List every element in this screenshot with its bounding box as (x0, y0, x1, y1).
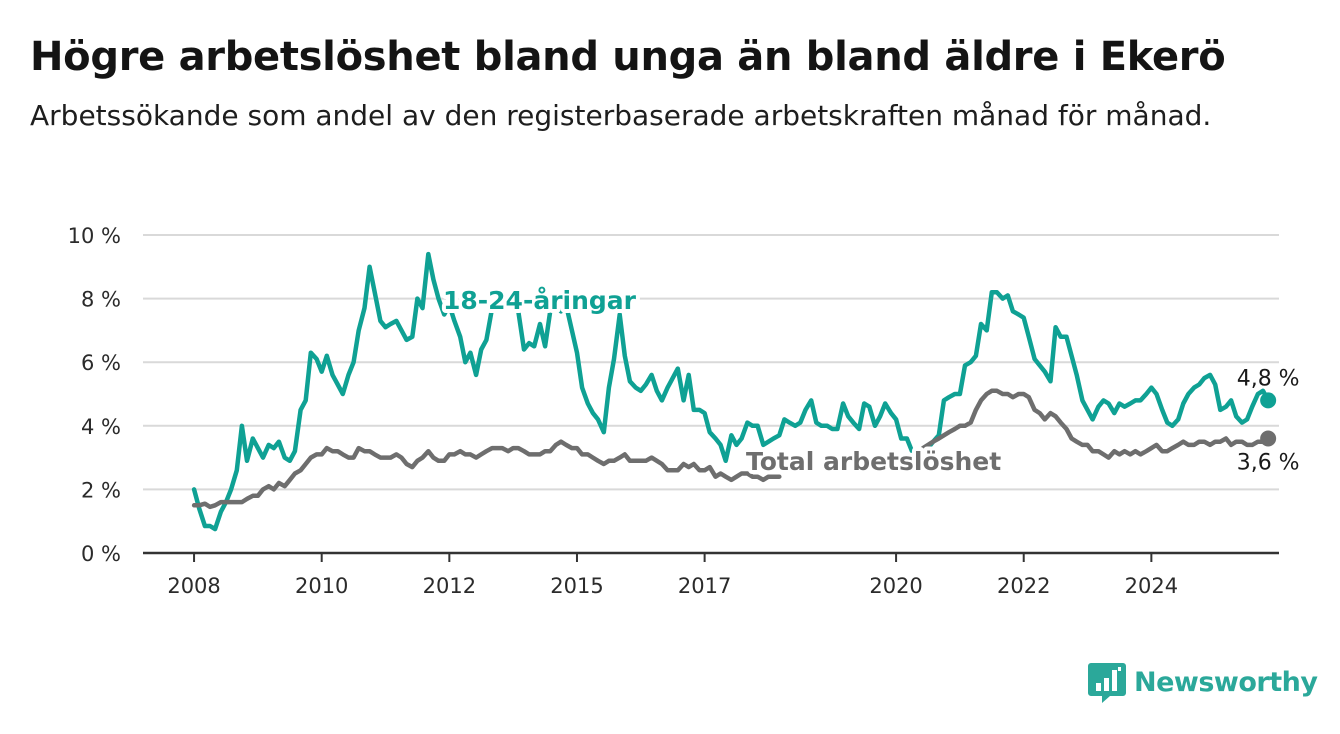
gridlines (143, 234, 1279, 491)
youth-series-label: 18-24-åringar (443, 286, 637, 315)
brand-logo: Newsworthy (1088, 660, 1318, 704)
x-axis-ticks: 2008 2010 2012 2015 2017 2020 2022 2024 (167, 553, 1178, 598)
y-tick-label: 0 % (81, 542, 121, 566)
x-tick-label: 2017 (678, 574, 731, 598)
y-tick-label: 8 % (81, 288, 121, 312)
x-tick-label: 2008 (167, 574, 220, 598)
x-tick-label: 2024 (1125, 574, 1178, 598)
x-tick-label: 2010 (295, 574, 348, 598)
y-axis-ticks: 0 % 2 % 4 % 6 % 8 % 10 % (68, 224, 121, 566)
y-tick-label: 4 % (81, 415, 121, 439)
youth-end-value-label: 4,8 % (1237, 366, 1300, 391)
brand-name: Newsworthy (1134, 666, 1318, 698)
y-tick-label: 10 % (68, 224, 121, 248)
chart-subtitle: Arbetssökande som andel av den registerb… (30, 99, 1212, 132)
newsworthy-logo-icon (1088, 663, 1126, 703)
x-tick-label: 2012 (423, 574, 476, 598)
total-end-value-label: 3,6 % (1237, 451, 1300, 476)
x-tick-label: 2022 (997, 574, 1050, 598)
youth-end-marker (1260, 392, 1277, 409)
total-end-marker (1260, 430, 1277, 447)
total-series-line (920, 388, 1271, 460)
chart-title: Högre arbetslöshet bland unga än bland ä… (30, 34, 1226, 80)
series-labels: 4,8 % 3,6 % 18-24-åringar Total arbetslöshe… (439, 282, 1300, 480)
series-lines (191, 251, 1277, 532)
y-tick-label: 2 % (81, 478, 121, 502)
y-tick-label: 6 % (81, 351, 121, 375)
x-tick-label: 2015 (550, 574, 603, 598)
total-series-label: Total arbetslöshet (746, 447, 1001, 476)
x-tick-label: 2020 (869, 574, 922, 598)
total-series-line (191, 439, 782, 510)
youth-series-line (191, 251, 1271, 532)
